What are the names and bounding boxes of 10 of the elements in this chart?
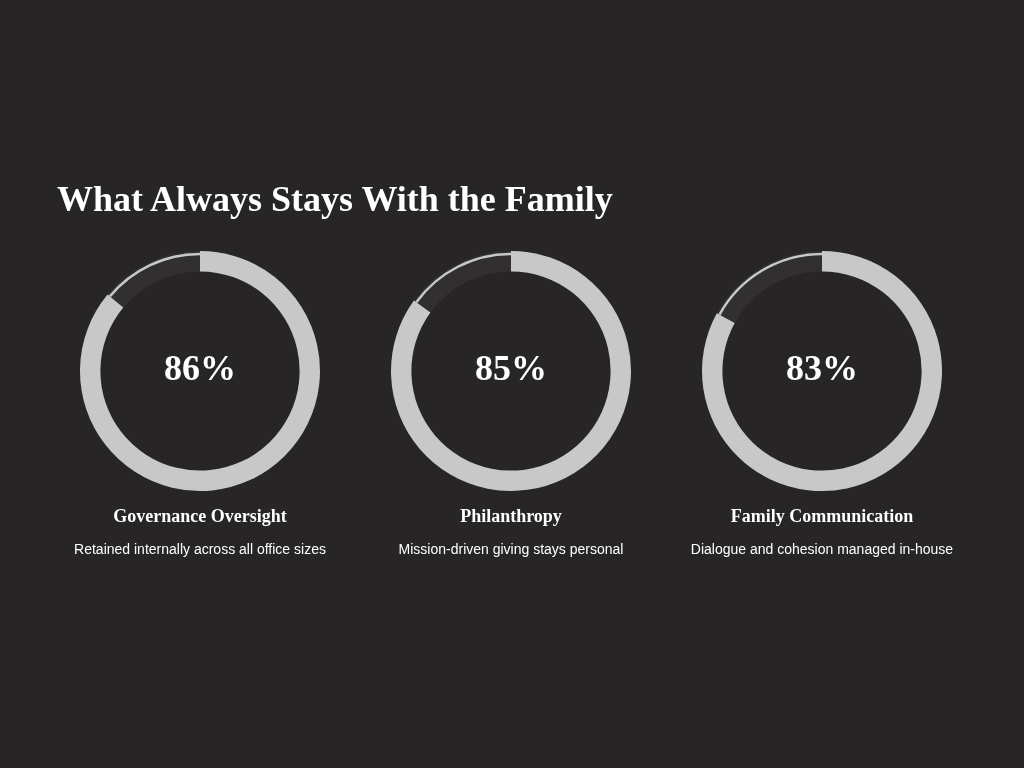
text: Retained internally across all office sizes — [73, 540, 327, 559]
text: Governance Oversight — [112, 506, 288, 527]
text: What Always Stays With the Family — [57, 178, 613, 220]
data-label: 86% — [164, 348, 236, 389]
text: Mission-driven giving stays personal — [397, 540, 625, 559]
text: Family Communication — [729, 506, 915, 527]
data-label: 85% — [475, 348, 547, 389]
text: Philanthropy — [459, 506, 563, 527]
text: Dialogue and cohesion managed in-house — [689, 540, 955, 559]
data-label: 83% — [786, 348, 858, 389]
